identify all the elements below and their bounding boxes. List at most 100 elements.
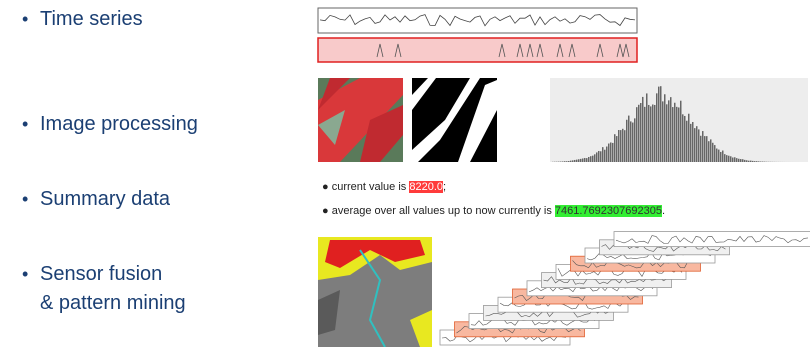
bullet: • <box>22 9 28 30</box>
hist-bar <box>720 152 722 162</box>
hist-bar <box>716 149 718 162</box>
satellite-image <box>318 78 403 162</box>
hist-bar <box>680 101 682 162</box>
bullet-text: Image processing <box>40 113 198 136</box>
hist-bar <box>588 157 590 162</box>
hist-bar <box>724 154 726 162</box>
hist-bar <box>758 161 760 162</box>
hist-bar <box>626 120 628 162</box>
hist-bar <box>614 134 616 162</box>
hist-bar <box>574 160 576 162</box>
hist-bar <box>756 161 758 162</box>
hist-bar <box>688 114 690 162</box>
series-box <box>614 232 810 247</box>
hist-bar <box>608 144 610 162</box>
punct: . <box>662 205 665 217</box>
hist-bar <box>618 130 620 162</box>
bullet: • <box>22 114 28 135</box>
hist-bar <box>668 100 670 162</box>
hist-bar <box>750 161 752 162</box>
hist-bar <box>600 151 602 162</box>
hist-bar <box>578 159 580 162</box>
hist-bar <box>670 97 672 162</box>
hist-bar <box>696 126 698 162</box>
label: current value is <box>332 181 407 193</box>
hist-bar <box>732 157 734 162</box>
current-value: 8220.0 <box>409 181 443 193</box>
hist-bar <box>726 155 728 162</box>
hist-bar <box>658 87 660 162</box>
hist-bar <box>738 159 740 162</box>
hist-bar <box>566 161 568 162</box>
hist-bar <box>678 107 680 162</box>
stacked-series <box>440 232 810 345</box>
hist-bar <box>734 157 736 162</box>
hist-bar <box>594 154 596 162</box>
hist-bar <box>728 156 730 162</box>
hist-bar <box>638 105 640 162</box>
hist-bar <box>730 156 732 162</box>
hist-bar <box>592 156 594 162</box>
hist-bar <box>664 94 666 162</box>
hist-bar <box>662 101 664 162</box>
hist-bar <box>622 129 624 162</box>
summary-line: ● average over all values up to now curr… <box>322 205 665 217</box>
binary-mask-image <box>412 78 497 162</box>
classified-map <box>318 237 432 347</box>
hist-bar <box>656 93 658 162</box>
hist-bar <box>708 141 710 162</box>
hist-bar <box>718 150 720 162</box>
hist-bar <box>584 158 586 162</box>
hist-bar <box>582 158 584 162</box>
hist-bar <box>648 105 650 162</box>
hist-bar <box>706 136 708 162</box>
hist-bar <box>736 158 738 162</box>
hist-bar <box>580 159 582 162</box>
hist-bar <box>686 121 688 162</box>
hist-bar <box>568 161 570 162</box>
hist-bar <box>702 131 704 162</box>
hist-bar <box>612 143 614 162</box>
hist-bar <box>744 160 746 162</box>
bullet-text: Summary data <box>40 188 170 211</box>
hist-bar <box>754 161 756 162</box>
hist-bar <box>740 159 742 162</box>
hist-bar <box>642 97 644 162</box>
hist-bar <box>586 158 588 162</box>
hist-bar <box>570 161 572 162</box>
hist-bar <box>722 151 724 162</box>
hist-bar <box>746 160 748 162</box>
bullet-text: Sensor fusion <box>40 263 162 286</box>
hist-bar <box>590 156 592 162</box>
hist-bar <box>676 107 678 162</box>
hist-bar <box>598 151 600 162</box>
hist-bar <box>634 118 636 162</box>
hist-bar <box>714 145 716 162</box>
hist-bar <box>636 107 638 162</box>
hist-bar <box>692 122 694 162</box>
hist-bar <box>620 130 622 162</box>
hist-bar <box>666 104 668 162</box>
hist-bar <box>672 107 674 162</box>
hist-bar <box>610 142 612 162</box>
hist-bar <box>704 136 706 162</box>
hist-bar <box>576 160 578 162</box>
bullet-text: & pattern mining <box>40 292 186 315</box>
hist-bar <box>742 159 744 162</box>
summary-line: ● current value is 8220.0; <box>322 181 446 193</box>
hist-bar <box>640 103 642 162</box>
hist-bar <box>712 143 714 162</box>
bullet: • <box>22 189 28 210</box>
hist-bar <box>752 161 754 162</box>
hist-bar <box>682 114 684 162</box>
hist-bar <box>596 152 598 162</box>
hist-bar <box>654 105 656 162</box>
hist-bar <box>748 161 750 162</box>
hist-bar <box>646 93 648 162</box>
hist-bar <box>694 128 696 162</box>
average-value: 7461.7692307692305 <box>555 205 662 217</box>
hist-bar <box>624 130 626 162</box>
time-series-alert-box <box>318 38 637 62</box>
hist-bar <box>606 147 608 162</box>
hist-bar <box>572 160 574 162</box>
